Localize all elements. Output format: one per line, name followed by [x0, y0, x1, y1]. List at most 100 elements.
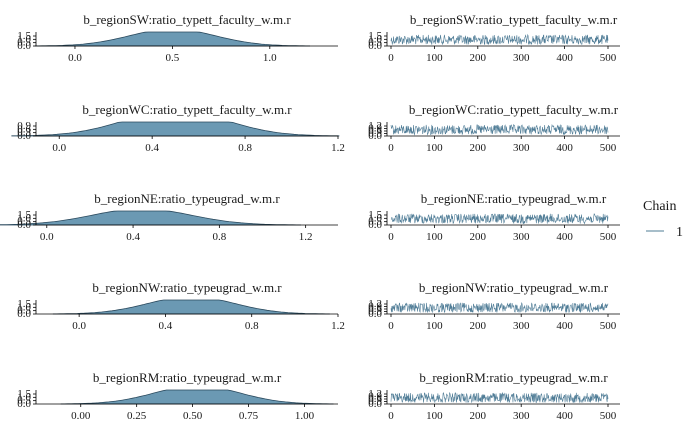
trace-x-tick-label: 0 [388, 231, 394, 243]
trace-x-tick-label: 500 [600, 410, 617, 422]
density-y-tick-label: 0.0 [17, 219, 31, 231]
trace-x-tick-label: 400 [556, 52, 573, 64]
density-y-tick-label: 1.5 [17, 388, 31, 400]
trace-y-tick-label: 0.3 [368, 396, 382, 408]
trace-x-tick-label: 100 [426, 410, 443, 422]
density-x-tick-label: 0.0 [52, 142, 66, 154]
trace-y-tick-label: 0.6 [368, 393, 382, 405]
density-y-tick-label: 0.3 [17, 127, 31, 139]
density-x-tick-label: 0.4 [126, 231, 140, 243]
density-x-tick-label: 0.8 [238, 142, 252, 154]
trace-x-tick-label: 100 [426, 320, 443, 332]
trace-y-tick-label: 1.0 [368, 33, 382, 45]
density-area [11, 121, 340, 137]
density-x-tick-label: 1.2 [331, 142, 345, 154]
density-title: b_regionNE:ratio_typeugrad_w.m.r [94, 191, 280, 206]
density-x-tick-label: 1.2 [331, 320, 345, 332]
density-y-tick-label: 0.6 [17, 123, 31, 135]
density-y-tick-label: 0.0 [17, 308, 31, 320]
trace-y-tick-label: 0.6 [368, 303, 382, 315]
trace-y-tick-label: 1.2 [368, 388, 382, 400]
trace-x-tick-label: 400 [556, 231, 573, 243]
trace-x-tick-label: 400 [556, 410, 573, 422]
trace-y-tick-label: 0.0 [368, 308, 382, 320]
density-x-tick-label: 0.0 [40, 231, 54, 243]
trace-x-tick-label: 500 [600, 52, 617, 64]
trace-line-chain-1 [390, 302, 609, 314]
trace-x-tick-label: 500 [600, 142, 617, 154]
density-title: b_regionWC:ratio_typett_faculty_w.m.r [82, 102, 292, 117]
trace-x-tick-label: 500 [600, 231, 617, 243]
density-y-tick-label: 0.0 [17, 398, 31, 410]
trace-y-tick-label: 0.0 [368, 40, 382, 52]
trace-x-tick-label: 200 [470, 52, 487, 64]
trace-x-tick-label: 500 [600, 320, 617, 332]
trace-x-tick-label: 400 [556, 320, 573, 332]
density-x-tick-label: 0.0 [72, 320, 86, 332]
density-area [34, 31, 310, 47]
trace-panel: b_regionWC:ratio_typett_faculty_w.m.r 0.0… [368, 102, 620, 154]
density-x-tick-label: 0.25 [127, 410, 147, 422]
density-y-tick-label: 0.9 [17, 120, 31, 132]
trace-line-chain-1 [390, 33, 609, 45]
trace-x-tick-label: 300 [513, 52, 530, 64]
density-panel: b_regionNW:ratio_typeugrad_w.m.r0.00.51.… [17, 280, 345, 332]
trace-title: b_regionSW:ratio_typett_faculty_w.m.r [410, 12, 618, 27]
trace-line-chain-1 [390, 123, 609, 136]
density-x-tick-label: 0.75 [239, 410, 259, 422]
density-x-tick-label: 1.2 [299, 231, 313, 243]
density-y-tick-label: 1.5 [17, 209, 31, 221]
trace-x-tick-label: 100 [426, 142, 443, 154]
trace-panel: b_regionNW:ratio_typeugrad_w.m.r 0.00.30.… [368, 280, 620, 332]
density-y-tick-label: 0.5 [17, 395, 31, 407]
trace-x-tick-label: 0 [388, 52, 394, 64]
trace-y-tick-label: 1.0 [368, 212, 382, 224]
legend: Chain 1 [643, 199, 683, 240]
trace-panel: b_regionNE:ratio_typeugrad_w.m.r 0.00.51.… [368, 191, 620, 243]
trace-panel: b_regionSW:ratio_typett_faculty_w.m.r 0.0… [368, 12, 620, 64]
density-x-tick-label: 0.8 [245, 320, 259, 332]
trace-title: b_regionNW:ratio_typeugrad_w.m.r [419, 280, 609, 295]
trace-y-tick-label: 0.3 [368, 306, 382, 318]
density-panel: b_regionRM:ratio_typeugrad_w.m.r0.00.51.… [17, 370, 338, 422]
trace-y-tick-label: 0.5 [368, 216, 382, 228]
trace-x-tick-label: 200 [470, 320, 487, 332]
density-x-tick-label: 0.8 [212, 231, 226, 243]
trace-x-tick-label: 200 [470, 142, 487, 154]
trace-y-tick-label: 0.6 [368, 125, 382, 137]
trace-y-tick-label: 0.3 [368, 128, 382, 140]
density-title: b_regionNW:ratio_typeugrad_w.m.r [92, 280, 282, 295]
density-y-tick-label: 1.5 [17, 30, 31, 42]
density-panel: b_regionWC:ratio_typett_faculty_w.m.r 0.0… [11, 102, 345, 154]
trace-y-tick-label: 0.0 [368, 130, 382, 142]
density-area [0, 210, 301, 226]
trace-y-tick-label: 0.9 [368, 301, 382, 313]
trace-x-tick-label: 0 [388, 320, 394, 332]
panel-row-2: b_regionWC:ratio_typett_faculty_w.m.r 0.0… [11, 102, 620, 154]
trace-y-tick-label: 0.0 [368, 219, 382, 231]
density-panel: b_regionSW:ratio_typett_faculty_w.m.r 0.0… [17, 12, 338, 64]
trace-x-tick-label: 300 [513, 410, 530, 422]
panels: b_regionSW:ratio_typett_faculty_w.m.r 0.0… [0, 12, 620, 422]
trace-y-tick-label: 1.2 [368, 120, 382, 132]
trace-x-tick-label: 200 [470, 231, 487, 243]
density-title: b_regionRM:ratio_typeugrad_w.m.r [93, 370, 282, 385]
density-x-tick-label: 0.5 [166, 52, 180, 64]
density-y-tick-label: 0.5 [17, 305, 31, 317]
trace-x-tick-label: 300 [513, 142, 530, 154]
density-x-tick-label: 0.0 [68, 52, 82, 64]
trace-x-tick-label: 0 [388, 142, 394, 154]
density-x-tick-label: 1.00 [295, 410, 315, 422]
density-y-tick-label: 0.5 [17, 216, 31, 228]
trace-x-tick-label: 400 [556, 142, 573, 154]
panel-row-5: b_regionRM:ratio_typeugrad_w.m.r0.00.51.… [17, 370, 620, 422]
trace-line-chain-1 [390, 391, 609, 404]
trace-x-tick-label: 0 [388, 410, 394, 422]
density-area [60, 389, 334, 405]
density-x-tick-label: 0.00 [71, 410, 91, 422]
density-area [52, 299, 330, 315]
density-y-tick-label: 1.0 [17, 301, 31, 313]
trace-x-tick-label: 100 [426, 231, 443, 243]
density-x-tick-label: 1.0 [263, 52, 277, 64]
trace-y-tick-label: 1.2 [368, 298, 382, 310]
